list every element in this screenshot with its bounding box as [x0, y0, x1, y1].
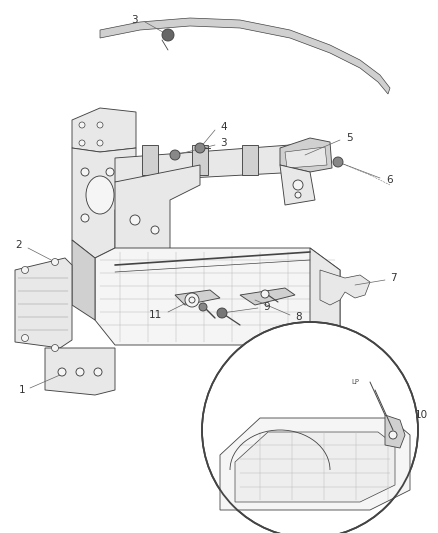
Polygon shape [100, 18, 390, 94]
Circle shape [21, 335, 28, 342]
Circle shape [81, 214, 89, 222]
Circle shape [81, 168, 89, 176]
Circle shape [79, 122, 85, 128]
Circle shape [199, 303, 207, 311]
Polygon shape [115, 145, 305, 182]
Text: 11: 11 [149, 310, 162, 320]
Circle shape [52, 259, 59, 265]
Circle shape [189, 297, 195, 303]
Text: 6: 6 [386, 175, 392, 185]
Circle shape [79, 140, 85, 146]
Text: 7: 7 [390, 273, 397, 283]
Circle shape [217, 308, 227, 318]
Circle shape [389, 431, 397, 439]
Circle shape [185, 293, 199, 307]
Text: 3: 3 [220, 138, 226, 148]
Polygon shape [192, 145, 208, 175]
Polygon shape [280, 165, 315, 205]
Text: 3: 3 [131, 15, 138, 25]
Polygon shape [95, 248, 340, 345]
Circle shape [261, 290, 269, 298]
Circle shape [162, 29, 174, 41]
Circle shape [76, 368, 84, 376]
Polygon shape [72, 108, 136, 152]
Polygon shape [45, 348, 115, 395]
Circle shape [94, 368, 102, 376]
Text: 1: 1 [18, 385, 25, 395]
Polygon shape [220, 418, 410, 510]
Text: 4: 4 [220, 122, 226, 132]
Circle shape [293, 180, 303, 190]
Polygon shape [142, 145, 158, 175]
Circle shape [106, 168, 114, 176]
Polygon shape [72, 148, 136, 258]
Circle shape [97, 140, 103, 146]
Polygon shape [240, 288, 295, 305]
Circle shape [195, 143, 205, 153]
Circle shape [202, 322, 418, 533]
Text: LP: LP [351, 379, 359, 385]
Polygon shape [72, 240, 95, 320]
Circle shape [52, 344, 59, 351]
Polygon shape [175, 290, 220, 305]
Polygon shape [385, 415, 405, 448]
Circle shape [333, 157, 343, 167]
Circle shape [295, 192, 301, 198]
Circle shape [170, 150, 180, 160]
Text: 8: 8 [295, 312, 302, 322]
Circle shape [21, 266, 28, 273]
Polygon shape [310, 248, 340, 345]
Text: 2: 2 [15, 240, 22, 250]
Polygon shape [15, 258, 72, 348]
Circle shape [97, 122, 103, 128]
Polygon shape [235, 432, 395, 502]
Polygon shape [115, 165, 200, 275]
Circle shape [58, 368, 66, 376]
Circle shape [130, 215, 140, 225]
Text: 9: 9 [263, 302, 270, 312]
Polygon shape [242, 145, 258, 175]
Circle shape [151, 226, 159, 234]
Ellipse shape [86, 176, 114, 214]
Polygon shape [280, 138, 332, 172]
Polygon shape [320, 270, 370, 305]
Polygon shape [285, 147, 327, 168]
Text: 5: 5 [346, 133, 353, 143]
Text: 10: 10 [415, 410, 428, 420]
